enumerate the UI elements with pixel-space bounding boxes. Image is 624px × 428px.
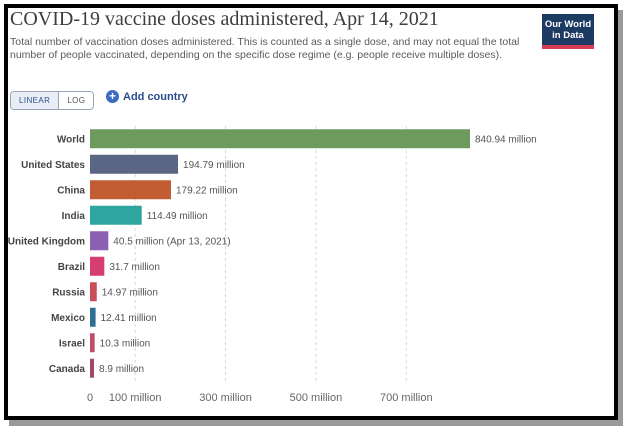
x-tick-label: 0 (87, 392, 93, 404)
value-label: 114.49 million (147, 211, 208, 222)
bar (90, 180, 171, 200)
category-label: Israel (59, 338, 85, 349)
x-tick-label: 500 million (290, 392, 343, 404)
category-label: Mexico (51, 313, 85, 324)
bar (90, 231, 109, 251)
value-label: 840.94 million (475, 134, 537, 145)
add-country-button[interactable]: + Add country (106, 90, 188, 103)
category-label: Canada (49, 364, 86, 375)
category-label: United States (21, 160, 85, 171)
value-label: 40.5 million (Apr 13, 2021) (113, 236, 230, 247)
value-label: 8.9 million (99, 364, 144, 375)
category-label: India (62, 211, 86, 222)
owid-logo[interactable]: Our World in Data (542, 14, 594, 49)
value-label: 10.3 million (100, 338, 151, 349)
chart-subtitle: Total number of vaccination doses admini… (10, 36, 520, 61)
bar (90, 154, 179, 174)
x-tick-label: 100 million (109, 392, 162, 404)
scale-toggle: LINEAR LOG (10, 91, 95, 110)
logo-line-1: Our World (544, 19, 592, 30)
linear-scale-button[interactable]: LINEAR (11, 92, 60, 109)
x-tick-label: 700 million (380, 392, 433, 404)
category-label: China (57, 185, 85, 196)
bar (90, 256, 105, 276)
bar (90, 307, 96, 327)
category-label: United Kingdom (8, 236, 85, 247)
bar (90, 358, 95, 378)
category-label: Brazil (58, 262, 85, 273)
bar (90, 282, 97, 302)
category-label: Russia (52, 287, 85, 298)
add-country-label: Add country (123, 90, 188, 103)
value-label: 31.7 million (109, 262, 160, 273)
bar (90, 333, 95, 353)
value-label: 179.22 million (176, 185, 238, 196)
value-label: 14.97 million (102, 287, 158, 298)
value-label: 194.79 million (183, 160, 245, 171)
chart-title: COVID-19 vaccine doses administered, Apr… (10, 8, 439, 30)
log-scale-button[interactable]: LOG (67, 96, 86, 105)
category-label: World (57, 134, 85, 145)
x-tick-label: 300 million (199, 392, 252, 404)
logo-line-2: in Data (552, 30, 584, 41)
bar (90, 205, 142, 225)
plus-icon: + (106, 90, 119, 103)
bar (90, 129, 470, 149)
value-label: 12.41 million (101, 313, 157, 324)
